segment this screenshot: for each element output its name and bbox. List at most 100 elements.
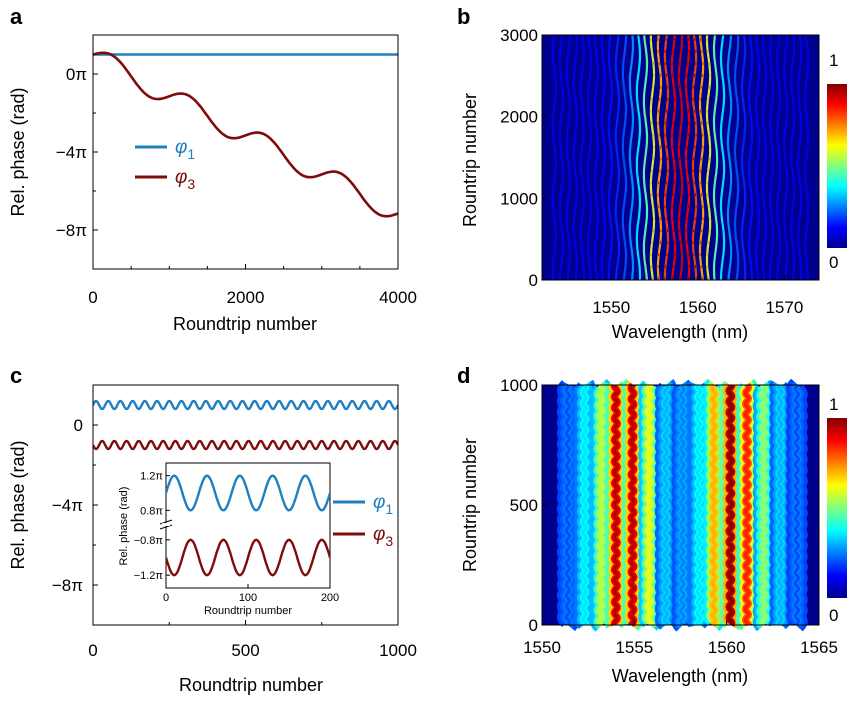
inset-series-line-1 [166, 474, 330, 512]
panel-d-xtick-label-2: 1560 [708, 638, 746, 657]
panel-c-xtick-label-2: 1000 [379, 641, 417, 660]
panel-c-xtick-label-0: 0 [88, 641, 97, 660]
panel-a-xtick-label-0: 0 [88, 288, 97, 307]
panel-d-stripe-12-layer-3 [760, 384, 767, 627]
panel-d-stripe-10-layer-3 [727, 384, 734, 626]
panel-b-stripe-10 [621, 35, 628, 281]
panel-c-xlabel: Roundtrip number [179, 675, 323, 695]
panel-b-stripe-hot-21 [699, 34, 704, 281]
panel-a-xtick-label-1: 2000 [227, 288, 265, 307]
panel-b-stripe-31 [768, 34, 775, 281]
panel-d-stripe-4-layer-3 [629, 383, 636, 626]
panel-b-colorbar [827, 84, 847, 248]
inset-axis-break [159, 519, 173, 530]
panel-b-stripe-32 [775, 34, 782, 281]
inset-xtick-label-2: 200 [321, 592, 339, 604]
panel-d-stripe-5-layer-3 [646, 384, 653, 626]
panel-a-ytick-label-1: −4π [56, 143, 87, 162]
panel-d-xtick-label-3: 1565 [800, 638, 838, 657]
panel-b-stripe-2 [565, 34, 572, 281]
panel-c-legend-label-2: φ3 [373, 524, 393, 549]
panel-a-legend-label-1: φ1 [175, 137, 195, 162]
panel-b-stripe-11 [628, 34, 635, 281]
panel-b-stripe-29 [754, 34, 761, 281]
panel-c-ylabel: Rel. phase (rad) [8, 440, 28, 569]
panel-a-legend-label-2: φ3 [175, 167, 195, 192]
panel-d-xlabel: Wavelength (nm) [612, 666, 748, 686]
panel-b-stripe-26 [733, 34, 740, 281]
panel-b-stripe-7 [600, 34, 607, 281]
panel-d-stripe-9-layer-3 [710, 383, 717, 626]
panel-c-ytick-label-2: −8π [52, 576, 83, 595]
panel-c-inset: 0 100 200 1.2π 0.8π −0.8π −1.2π Roundtrip numb… [118, 462, 339, 617]
panel-a-frame [92, 34, 399, 270]
panel-d-stripe-6-layer-3 [662, 384, 669, 626]
panel-d-stripe-11-layer-3 [743, 383, 751, 626]
panel-c-series-line-2 [93, 439, 398, 451]
panel-d-xtick-label-0: 1550 [523, 638, 561, 657]
panel-b-stripe-0 [551, 34, 557, 281]
panel-b-stripe-13 [642, 34, 649, 281]
panel-b-frame [541, 34, 820, 281]
panel-c-series-line-1 [93, 399, 398, 411]
panel-b-stripe-23 [712, 34, 719, 281]
panel-b-stripe-24 [719, 34, 726, 280]
panel-d-stripe-14-layer-3 [793, 383, 800, 627]
panel-b-stripe-9 [614, 34, 621, 281]
panel-b-stripe-6 [593, 35, 600, 281]
panel-b-stripe-36 [804, 34, 810, 281]
panel-label-c: c [10, 363, 22, 388]
panel-d-ytick-label-2: 1000 [500, 376, 538, 395]
panel-b-stripe-27 [740, 34, 747, 281]
panel-b-stripe-8 [607, 34, 614, 281]
panel-b-stripe-hot-20 [692, 34, 697, 280]
panel-b-stripe-3 [572, 34, 579, 281]
panel-d-stripe-3-layer-3 [612, 384, 619, 626]
panel-a-series-line-2 [93, 51, 398, 218]
panel-a-xlabel: Roundtrip number [173, 314, 317, 334]
panel-d-colorbar-max: 1 [829, 395, 838, 414]
panel-label-d: d [457, 363, 470, 388]
panel-b-stripe-hot-22 [706, 34, 711, 281]
inset-xlabel: Roundtrip number [204, 605, 292, 617]
inset-xtick-label-0: 0 [163, 592, 169, 604]
panel-b-ytick-label-1: 1000 [500, 189, 538, 208]
panel-b-xtick-label-1: 1560 [679, 298, 717, 317]
panel-a-ylabel: Rel. phase (rad) [8, 87, 28, 216]
panel-label-b: b [457, 4, 470, 29]
panel-d-stripe-7-layer-3 [679, 384, 686, 627]
panel-c-legend-label-1: φ1 [373, 492, 393, 517]
panel-b-stripe-35 [796, 34, 803, 281]
panel-d-stripe-8-layer-3 [695, 384, 703, 626]
panel-b-colorbar-min: 0 [829, 253, 838, 272]
inset-ytick-label-0: 1.2π [140, 471, 163, 483]
inset-ytick-label-1: 0.8π [140, 505, 163, 517]
panel-label-a: a [10, 4, 23, 29]
inset-series-line-2 [166, 538, 330, 577]
inset-ytick-label-3: −1.2π [134, 570, 164, 582]
inset-ytick-label-2: −0.8π [134, 535, 164, 547]
panel-b-colorbar-max: 1 [829, 51, 838, 70]
panel-c-ytick-label-0: 0 [74, 416, 83, 435]
panel-d-ylabel: Rountrip number [460, 438, 480, 572]
panel-d: 1550 1555 1560 1565 0 500 1000 Wavelength (nm)… [460, 376, 847, 686]
panel-b-stripe-hot-17 [671, 34, 676, 281]
panel-b-stripe-hot-18 [678, 34, 683, 281]
panel-a-ytick-label-2: −8π [56, 221, 87, 240]
panel-b-stripe-hot-14 [650, 35, 655, 281]
panel-d-ytick-label-0: 0 [529, 616, 538, 635]
panel-c-xtick-label-1: 500 [231, 641, 259, 660]
panel-b-stripe-5 [586, 34, 593, 281]
panel-b-stripe-1 [558, 34, 565, 280]
inset-frame [165, 462, 331, 589]
panel-d-stripe-0-layer-3 [564, 384, 571, 626]
panel-b-stripe-25 [726, 34, 733, 281]
panel-b-stripe-12 [635, 34, 642, 281]
inset-ylabel: Rel. phase (rad) [118, 487, 130, 566]
panel-d-xtick-label-1: 1555 [615, 638, 653, 657]
panel-b-stripe-34 [789, 34, 796, 281]
panel-b-stripe-hot-19 [685, 34, 690, 281]
panel-b: 1550 1560 1570 0 1000 2000 3000 Wavelength (nm… [460, 26, 847, 342]
panel-b-xtick-label-0: 1550 [592, 298, 630, 317]
